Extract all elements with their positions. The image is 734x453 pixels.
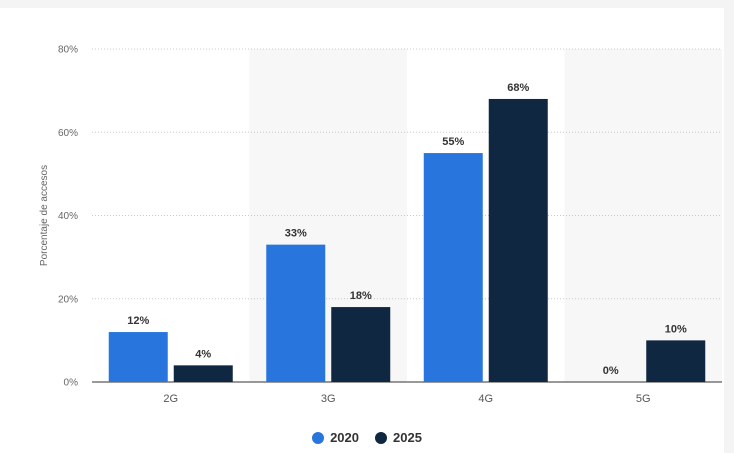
value-label-2025-5G: 10%: [665, 323, 687, 335]
legend-label-2025: 2025: [393, 430, 422, 445]
legend-marker-2025: [375, 431, 387, 444]
value-label-2020-3G: 33%: [285, 228, 307, 240]
y-tick-label: 0%: [64, 378, 79, 389]
legend-item-2020[interactable]: 2020: [312, 430, 359, 445]
value-label-2025-4G: 68%: [507, 82, 529, 94]
bars: [108, 98, 706, 382]
y-tick-label: 80%: [58, 45, 78, 56]
bar-2020-4G[interactable]: [423, 153, 483, 382]
y-tick-labels: 0% 20% 40% 60% 80%: [58, 45, 78, 389]
value-label-2025-3G: 18%: [350, 290, 372, 302]
x-tick-label-2G: 2G: [163, 393, 178, 405]
y-tick-label: 20%: [58, 294, 78, 305]
bar-2025-3G[interactable]: [331, 307, 391, 382]
bar-2025-2G[interactable]: [173, 365, 233, 382]
bar-2025-5G[interactable]: [646, 340, 706, 382]
y-tick-label: 60%: [58, 128, 78, 139]
x-tick-label-4G: 4G: [478, 393, 493, 405]
grid-lines: [92, 48, 722, 383]
y-tick-label: 40%: [58, 211, 78, 222]
legend: 2020 2025: [0, 430, 734, 445]
legend-label-2020: 2020: [330, 430, 359, 445]
y-axis-label: Porcentaje de accesos: [39, 165, 50, 266]
value-label-2020-4G: 55%: [442, 136, 464, 148]
legend-marker-2020: [312, 431, 325, 444]
bar-2020-3G[interactable]: [266, 244, 326, 382]
value-label-2020-2G: 12%: [127, 315, 149, 327]
bar-2025-4G[interactable]: [488, 98, 548, 382]
bar-2020-2G[interactable]: [108, 332, 168, 382]
x-tick-labels: 2G 3G 4G 5G: [163, 393, 650, 405]
legend-item-2025[interactable]: 2025: [375, 430, 422, 445]
value-label-2020-5G: 0%: [603, 365, 619, 377]
value-labels: 12% 4% 33% 18% 55% 68% 0% 10%: [127, 82, 687, 377]
x-tick-label-3G: 3G: [321, 393, 336, 405]
value-label-2025-2G: 4%: [195, 348, 211, 360]
x-tick-label-5G: 5G: [636, 393, 651, 405]
